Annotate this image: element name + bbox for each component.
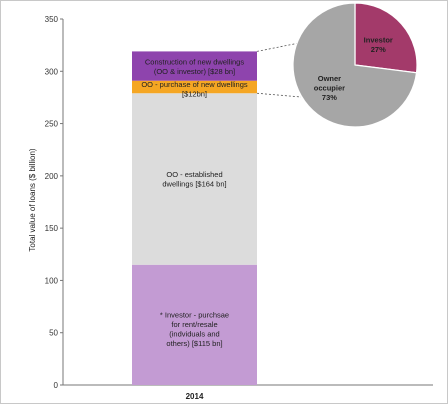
pie-label-line: Owner (318, 74, 341, 83)
segment-label-oo_new: OO - purchase of new dwellings [$12bn] (141, 80, 248, 99)
y-tick-label: 300 (45, 67, 59, 76)
bar-segment-oo_established (132, 93, 257, 265)
bar-segment-oo_new (132, 80, 257, 94)
segment-label-investor_purchase: * Investor - purchsae for rent/resale (ind… (160, 311, 229, 349)
pie-label-line: 27% (371, 45, 386, 54)
pie-connector-bottom (256, 92, 302, 98)
bar-segment-investor_purchase (132, 264, 257, 385)
segment-label-line: OO - purchase of new dwellings (141, 80, 248, 89)
segment-label-line: * Investor - purchsae (160, 311, 229, 320)
y-tick-label: 50 (49, 329, 58, 338)
pie-label-line: 73% (322, 93, 337, 102)
y-tick-label: 100 (45, 276, 59, 285)
pie-label-line: Investor (364, 36, 393, 45)
pie-connector-top (256, 42, 300, 52)
segment-label-line: [$12bn] (182, 89, 207, 98)
segment-label-oo_established: OO - established dwellings [$164 bn] (162, 170, 226, 189)
segment-label-line: dwellings [$164 bn] (162, 180, 226, 189)
y-tick-label: 200 (45, 172, 59, 181)
y-tick-label: 0 (54, 381, 59, 390)
x-category-label: 2014 (186, 392, 204, 401)
segment-label-line: Construction of new dwellings (145, 57, 244, 66)
y-tick-label: 250 (45, 120, 59, 129)
segment-label-construction: Construction of new dwellings (OO & inves… (145, 57, 244, 76)
segment-label-line: OO - established (166, 170, 222, 179)
segment-label-line: (OO & investor) [$28 bn] (154, 67, 235, 76)
y-axis-title: Total value of loans ($ billion) (28, 148, 37, 252)
y-tick-label: 350 (45, 15, 59, 24)
pie-label-1: Owner occupier 73% (314, 74, 345, 102)
pie-label-line: occupier (314, 84, 345, 93)
pie-slice-1 (292, 2, 418, 128)
segment-label-line: (indviduals and (169, 330, 219, 339)
pie-label-0: Investor 27% (364, 36, 393, 55)
segment-label-line: others) [$115 bn] (166, 339, 222, 348)
segment-label-line: for rent/resale (171, 320, 217, 329)
y-tick-label: 150 (45, 224, 59, 233)
pie-slice-0 (354, 2, 418, 74)
bar-segment-construction (132, 51, 257, 81)
